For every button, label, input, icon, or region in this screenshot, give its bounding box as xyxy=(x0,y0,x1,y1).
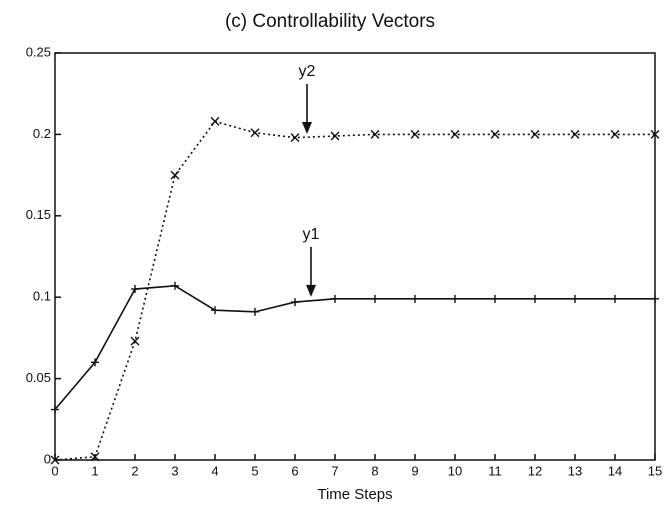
x-tick-label: 10 xyxy=(448,463,462,478)
plot-frame xyxy=(54,52,656,461)
x-tick-label: 2 xyxy=(131,463,138,478)
y-tick-label: 0.05 xyxy=(26,370,51,385)
marker xyxy=(410,129,420,139)
series-line xyxy=(54,284,655,411)
x-tick-label: 8 xyxy=(371,463,378,478)
marker xyxy=(210,116,220,126)
marker xyxy=(131,285,139,294)
series-line xyxy=(54,120,655,461)
marker xyxy=(170,170,180,180)
x-tick-label: 4 xyxy=(211,463,218,478)
marker xyxy=(530,129,540,139)
marker xyxy=(491,294,499,303)
marker xyxy=(90,452,100,462)
marker xyxy=(250,128,260,138)
marker xyxy=(371,294,379,303)
marker xyxy=(91,358,99,367)
y-tick-label: 0.2 xyxy=(33,126,51,141)
y-tick-label: 0.15 xyxy=(26,207,51,222)
marker xyxy=(651,294,659,303)
x-tick-label: 12 xyxy=(528,463,542,478)
marker xyxy=(130,336,140,346)
x-tick-label: 15 xyxy=(648,463,662,478)
annotation-arrowhead xyxy=(306,284,316,297)
marker xyxy=(531,294,539,303)
marker xyxy=(211,306,219,315)
marker xyxy=(451,294,459,303)
marker xyxy=(291,298,299,307)
marker xyxy=(450,129,460,139)
marker xyxy=(490,129,500,139)
marker xyxy=(330,131,340,141)
x-tick-label: 1 xyxy=(91,463,98,478)
marker xyxy=(571,294,579,303)
annotation-label: y2 xyxy=(299,63,316,80)
y-tick-label: 0.25 xyxy=(26,44,51,59)
marker xyxy=(51,405,59,414)
annotation-label: y1 xyxy=(303,226,320,243)
x-tick-label: 3 xyxy=(171,463,178,478)
marker xyxy=(370,129,380,139)
x-tick-label: 9 xyxy=(411,463,418,478)
marker xyxy=(290,133,300,143)
x-tick-label: 5 xyxy=(251,463,258,478)
marker xyxy=(610,129,620,139)
marker xyxy=(50,455,60,465)
chart-title: (c) Controllability Vectors xyxy=(225,11,435,32)
marker xyxy=(570,129,580,139)
x-tick-label: 13 xyxy=(568,463,582,478)
marker xyxy=(171,281,179,290)
x-tick-label: 0 xyxy=(51,463,58,478)
x-axis-title: Time Steps xyxy=(317,486,392,503)
x-tick-label: 7 xyxy=(331,463,338,478)
marker xyxy=(251,307,259,316)
x-tick-label: 11 xyxy=(488,463,502,478)
marker xyxy=(650,129,660,139)
marker xyxy=(411,294,419,303)
x-tick-label: 14 xyxy=(608,463,622,478)
x-tick-label: 6 xyxy=(291,463,298,478)
y-tick-label: 0.1 xyxy=(33,289,51,304)
y-tick-label: 0 xyxy=(44,451,51,466)
marker xyxy=(331,294,339,303)
annotation-arrowhead xyxy=(302,122,312,135)
marker xyxy=(611,294,619,303)
